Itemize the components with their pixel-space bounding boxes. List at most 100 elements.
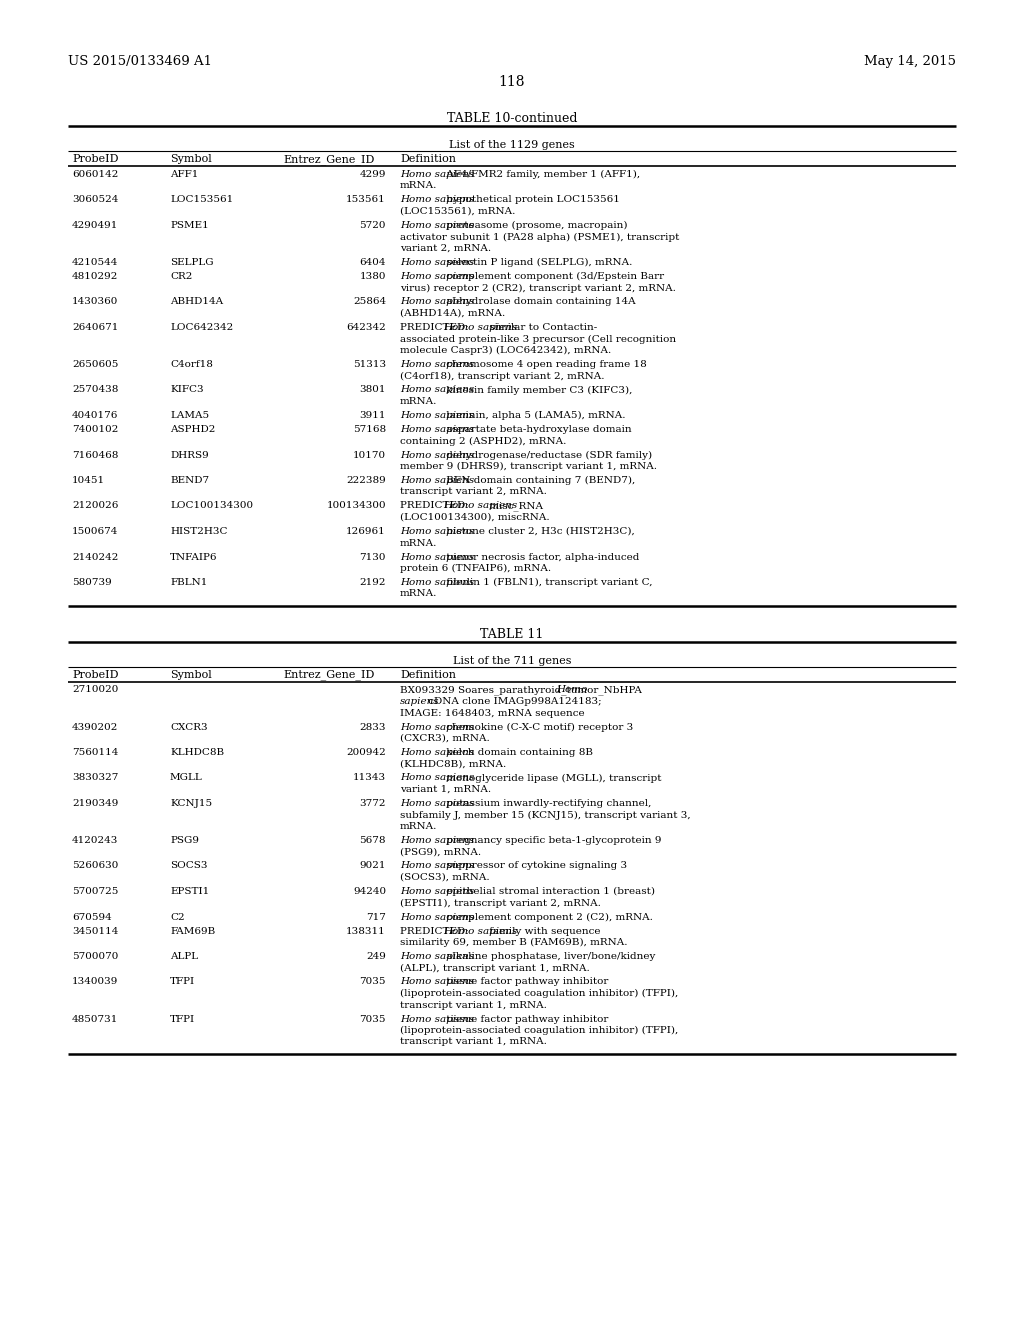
Text: TABLE 10-continued: TABLE 10-continued	[446, 112, 578, 125]
Text: Homo sapiens: Homo sapiens	[400, 220, 474, 230]
Text: 3450114: 3450114	[72, 927, 119, 936]
Text: 5260630: 5260630	[72, 862, 119, 870]
Text: protein 6 (TNFAIP6), mRNA.: protein 6 (TNFAIP6), mRNA.	[400, 564, 551, 573]
Text: 7400102: 7400102	[72, 425, 119, 434]
Text: 100134300: 100134300	[327, 502, 386, 511]
Text: Homo sapiens: Homo sapiens	[400, 862, 474, 870]
Text: mRNA.: mRNA.	[400, 590, 437, 598]
Text: associated protein-like 3 precursor (Cell recognition: associated protein-like 3 precursor (Cel…	[400, 334, 676, 343]
Text: BEN domain containing 7 (BEND7),: BEN domain containing 7 (BEND7),	[443, 477, 636, 486]
Text: 222389: 222389	[346, 477, 386, 484]
Text: Homo sapiens: Homo sapiens	[400, 477, 474, 484]
Text: 2120026: 2120026	[72, 502, 119, 511]
Text: Homo sapiens: Homo sapiens	[400, 1015, 474, 1023]
Text: 4390202: 4390202	[72, 722, 119, 731]
Text: misc_RNA: misc_RNA	[486, 502, 543, 511]
Text: ALPL: ALPL	[170, 952, 198, 961]
Text: 4290491: 4290491	[72, 220, 119, 230]
Text: 249: 249	[367, 952, 386, 961]
Text: 9021: 9021	[359, 862, 386, 870]
Text: PSG9: PSG9	[170, 836, 199, 845]
Text: Homo sapiens: Homo sapiens	[400, 297, 474, 306]
Text: C4orf18: C4orf18	[170, 360, 213, 370]
Text: Homo sapiens: Homo sapiens	[400, 887, 474, 896]
Text: 1430360: 1430360	[72, 297, 119, 306]
Text: PREDICTED:: PREDICTED:	[400, 927, 472, 936]
Text: tissue factor pathway inhibitor: tissue factor pathway inhibitor	[443, 978, 608, 986]
Text: Symbol: Symbol	[170, 154, 212, 164]
Text: potassium inwardly-rectifying channel,: potassium inwardly-rectifying channel,	[443, 799, 651, 808]
Text: TNFAIP6: TNFAIP6	[170, 553, 217, 561]
Text: PREDICTED:: PREDICTED:	[400, 502, 472, 511]
Text: variant 2, mRNA.: variant 2, mRNA.	[400, 244, 492, 253]
Text: mRNA.: mRNA.	[400, 181, 437, 190]
Text: proteasome (prosome, macropain): proteasome (prosome, macropain)	[443, 220, 628, 230]
Text: abhydrolase domain containing 14A: abhydrolase domain containing 14A	[443, 297, 636, 306]
Text: 5720: 5720	[359, 220, 386, 230]
Text: Entrez_Gene_ID: Entrez_Gene_ID	[283, 669, 375, 680]
Text: TFPI: TFPI	[170, 1015, 196, 1023]
Text: (LOC153561), mRNA.: (LOC153561), mRNA.	[400, 207, 515, 216]
Text: kinesin family member C3 (KIFC3),: kinesin family member C3 (KIFC3),	[443, 385, 633, 395]
Text: Homo sapiens: Homo sapiens	[443, 502, 517, 511]
Text: Homo sapiens: Homo sapiens	[400, 527, 474, 536]
Text: (CXCR3), mRNA.: (CXCR3), mRNA.	[400, 734, 489, 743]
Text: DHRS9: DHRS9	[170, 450, 209, 459]
Text: sapiens: sapiens	[400, 697, 439, 706]
Text: transcript variant 2, mRNA.: transcript variant 2, mRNA.	[400, 487, 547, 496]
Text: 94240: 94240	[353, 887, 386, 896]
Text: 1380: 1380	[359, 272, 386, 281]
Text: Homo sapiens: Homo sapiens	[400, 578, 474, 587]
Text: Homo sapiens: Homo sapiens	[400, 553, 474, 561]
Text: AF4/FMR2 family, member 1 (AFF1),: AF4/FMR2 family, member 1 (AFF1),	[443, 170, 640, 180]
Text: 717: 717	[367, 912, 386, 921]
Text: (SOCS3), mRNA.: (SOCS3), mRNA.	[400, 873, 489, 882]
Text: 118: 118	[499, 75, 525, 88]
Text: Homo sapiens: Homo sapiens	[400, 360, 474, 370]
Text: (ALPL), transcript variant 1, mRNA.: (ALPL), transcript variant 1, mRNA.	[400, 964, 590, 973]
Text: (ABHD14A), mRNA.: (ABHD14A), mRNA.	[400, 309, 505, 318]
Text: Homo sapiens: Homo sapiens	[400, 836, 474, 845]
Text: monoglyceride lipase (MGLL), transcript: monoglyceride lipase (MGLL), transcript	[443, 774, 662, 783]
Text: 11343: 11343	[353, 774, 386, 783]
Text: molecule Caspr3) (LOC642342), mRNA.: molecule Caspr3) (LOC642342), mRNA.	[400, 346, 611, 355]
Text: Homo sapiens: Homo sapiens	[400, 912, 474, 921]
Text: 200942: 200942	[346, 748, 386, 756]
Text: ASPHD2: ASPHD2	[170, 425, 215, 434]
Text: chromosome 4 open reading frame 18: chromosome 4 open reading frame 18	[443, 360, 647, 370]
Text: fibulin 1 (FBLN1), transcript variant C,: fibulin 1 (FBLN1), transcript variant C,	[443, 578, 652, 587]
Text: aspartate beta-hydroxylase domain: aspartate beta-hydroxylase domain	[443, 425, 632, 434]
Text: complement component (3d/Epstein Barr: complement component (3d/Epstein Barr	[443, 272, 665, 281]
Text: 3060524: 3060524	[72, 195, 119, 205]
Text: (C4orf18), transcript variant 2, mRNA.: (C4orf18), transcript variant 2, mRNA.	[400, 371, 604, 380]
Text: laminin, alpha 5 (LAMA5), mRNA.: laminin, alpha 5 (LAMA5), mRNA.	[443, 411, 626, 420]
Text: Homo sapiens: Homo sapiens	[400, 774, 474, 783]
Text: LOC642342: LOC642342	[170, 323, 233, 333]
Text: Homo sapiens: Homo sapiens	[400, 450, 474, 459]
Text: Symbol: Symbol	[170, 669, 212, 680]
Text: hypothetical protein LOC153561: hypothetical protein LOC153561	[443, 195, 621, 205]
Text: epithelial stromal interaction 1 (breast): epithelial stromal interaction 1 (breast…	[443, 887, 655, 896]
Text: Homo sapiens: Homo sapiens	[443, 323, 517, 333]
Text: Homo sapiens: Homo sapiens	[400, 425, 474, 434]
Text: Homo sapiens: Homo sapiens	[400, 195, 474, 205]
Text: 6060142: 6060142	[72, 170, 119, 180]
Text: Entrez_Gene_ID: Entrez_Gene_ID	[283, 154, 375, 165]
Text: 57168: 57168	[353, 425, 386, 434]
Text: 2650605: 2650605	[72, 360, 119, 370]
Text: tumor necrosis factor, alpha-induced: tumor necrosis factor, alpha-induced	[443, 553, 640, 561]
Text: 4850731: 4850731	[72, 1015, 119, 1023]
Text: 1340039: 1340039	[72, 978, 119, 986]
Text: dehydrogenase/reductase (SDR family): dehydrogenase/reductase (SDR family)	[443, 450, 652, 459]
Text: selectin P ligand (SELPLG), mRNA.: selectin P ligand (SELPLG), mRNA.	[443, 257, 633, 267]
Text: TFPI: TFPI	[170, 978, 196, 986]
Text: (KLHDC8B), mRNA.: (KLHDC8B), mRNA.	[400, 759, 506, 768]
Text: transcript variant 1, mRNA.: transcript variant 1, mRNA.	[400, 1038, 547, 1047]
Text: 10170: 10170	[353, 450, 386, 459]
Text: 4299: 4299	[359, 170, 386, 180]
Text: mRNA.: mRNA.	[400, 397, 437, 407]
Text: activator subunit 1 (PA28 alpha) (PSME1), transcript: activator subunit 1 (PA28 alpha) (PSME1)…	[400, 232, 679, 242]
Text: 126961: 126961	[346, 527, 386, 536]
Text: Homo sapiens: Homo sapiens	[400, 411, 474, 420]
Text: (lipoprotein-associated coagulation inhibitor) (TFPI),: (lipoprotein-associated coagulation inhi…	[400, 1026, 678, 1035]
